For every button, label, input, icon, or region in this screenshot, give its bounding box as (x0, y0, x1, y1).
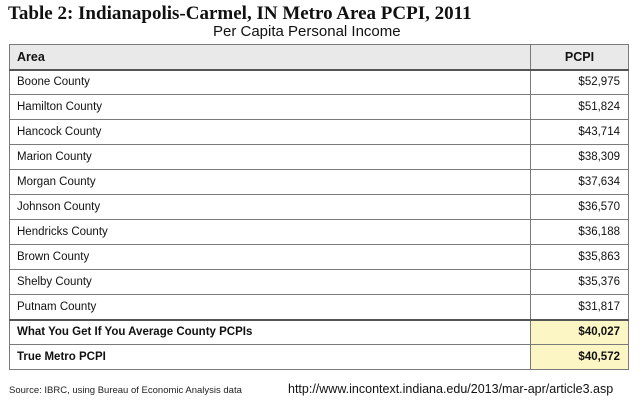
table-row: Marion County $38,309 (9, 144, 629, 170)
pcpi-cell: $38,309 (530, 144, 629, 170)
table-row: Hancock County $43,714 (9, 119, 629, 145)
summary-row: What You Get If You Average County PCPIs… (9, 318, 629, 345)
pcpi-cell: $52,975 (530, 69, 629, 95)
table-row: Brown County $35,863 (9, 244, 629, 270)
area-cell: Morgan County (9, 169, 531, 195)
table-row: Johnson County $36,570 (9, 194, 629, 220)
pcpi-table-container: Area PCPI Boone County $52,975 Hamilton Co… (9, 44, 629, 370)
table-body: Boone County $52,975 Hamilton County $51,82… (9, 69, 629, 370)
area-cell: Putnam County (9, 294, 531, 320)
area-cell: Hancock County (9, 119, 531, 145)
pcpi-cell: $35,863 (530, 244, 629, 270)
table-row: Hendricks County $36,188 (9, 219, 629, 245)
table-row: Hamilton County $51,824 (9, 94, 629, 120)
area-cell: What You Get If You Average County PCPIs (9, 318, 531, 345)
table-header-row: Area PCPI (9, 44, 629, 71)
table-row: Boone County $52,975 (9, 69, 629, 95)
source-note: Source: IBRC, using Bureau of Economic A… (9, 385, 242, 396)
pcpi-cell: $51,824 (530, 94, 629, 120)
area-column-header: Area (9, 44, 531, 71)
area-cell: Hamilton County (9, 94, 531, 120)
area-cell: Shelby County (9, 269, 531, 295)
area-cell: Marion County (9, 144, 531, 170)
pcpi-cell: $35,376 (530, 269, 629, 295)
table-subtitle: Per Capita Personal Income (213, 23, 401, 40)
table-row: Morgan County $37,634 (9, 169, 629, 195)
area-cell: Boone County (9, 69, 531, 95)
area-cell: True Metro PCPI (9, 344, 531, 370)
pcpi-cell: $36,570 (530, 194, 629, 220)
pcpi-cell: $43,714 (530, 119, 629, 145)
table-row: Shelby County $35,376 (9, 269, 629, 295)
table-title: Table 2: Indianapolis-Carmel, IN Metro A… (8, 3, 472, 24)
pcpi-table: Area PCPI Boone County $52,975 Hamilton Co… (9, 44, 629, 370)
pcpi-cell: $36,188 (530, 219, 629, 245)
pcpi-cell: $40,572 (530, 344, 629, 370)
source-url: http://www.incontext.indiana.edu/2013/ma… (288, 382, 614, 396)
pcpi-column-header: PCPI (530, 44, 629, 71)
table-row: Putnam County $31,817 (9, 294, 629, 320)
pcpi-cell: $31,817 (530, 294, 629, 320)
area-cell: Hendricks County (9, 219, 531, 245)
area-cell: Johnson County (9, 194, 531, 220)
summary-row: True Metro PCPI $40,572 (9, 344, 629, 370)
pcpi-cell: $40,027 (530, 318, 629, 345)
pcpi-cell: $37,634 (530, 169, 629, 195)
area-cell: Brown County (9, 244, 531, 270)
